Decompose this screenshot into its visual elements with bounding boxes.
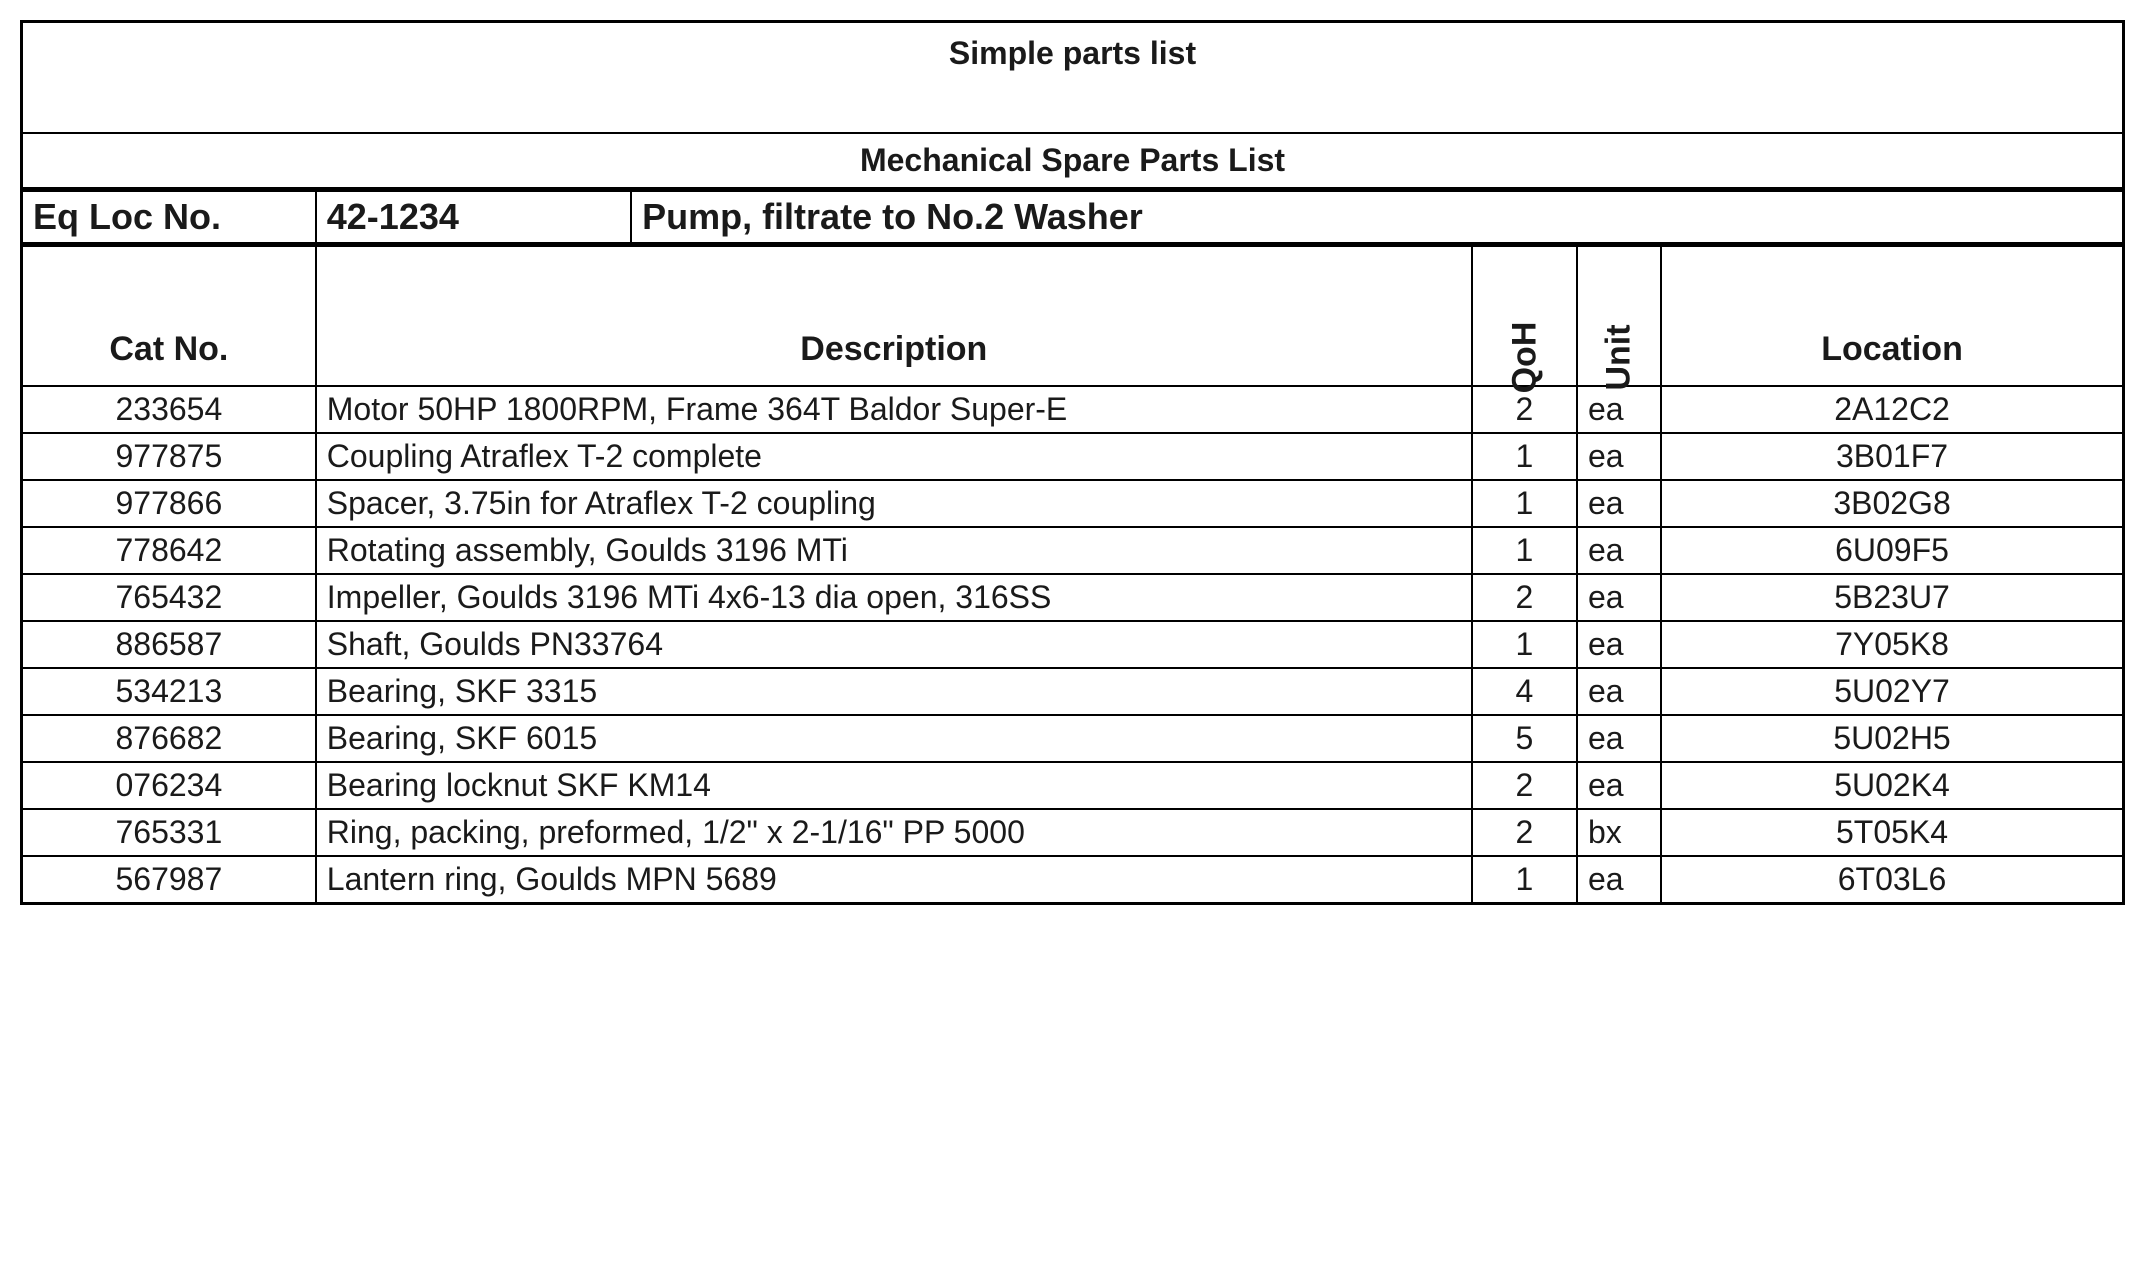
cell-location: 7Y05K8 [1661, 621, 2123, 668]
cell-unit: ea [1577, 386, 1661, 433]
header-description: Description [316, 246, 1472, 386]
table-row: 977875Coupling Atraflex T-2 complete1ea3… [22, 433, 2124, 480]
cell-description: Motor 50HP 1800RPM, Frame 364T Baldor Su… [316, 386, 1472, 433]
table-row: 534213Bearing, SKF 33154ea5U02Y7 [22, 668, 2124, 715]
cell-location: 3B02G8 [1661, 480, 2123, 527]
main-title: Simple parts list [22, 22, 2124, 134]
parts-list-table: Simple parts list Mechanical Spare Parts… [20, 20, 2125, 190]
table-row: 765432Impeller, Goulds 3196 MTi 4x6-13 d… [22, 574, 2124, 621]
data-table: Cat No. Description QoH Unit Location 23… [20, 245, 2125, 905]
cell-catno: 765331 [22, 809, 316, 856]
cell-catno: 534213 [22, 668, 316, 715]
cell-description: Lantern ring, Goulds MPN 5689 [316, 856, 1472, 904]
cell-unit: ea [1577, 433, 1661, 480]
cell-qoh: 1 [1472, 621, 1577, 668]
cell-qoh: 5 [1472, 715, 1577, 762]
cell-qoh: 1 [1472, 856, 1577, 904]
cell-description: Ring, packing, preformed, 1/2" x 2-1/16"… [316, 809, 1472, 856]
cell-qoh: 1 [1472, 480, 1577, 527]
table-row: 567987Lantern ring, Goulds MPN 56891ea6T… [22, 856, 2124, 904]
header-catno: Cat No. [22, 246, 316, 386]
cell-location: 5B23U7 [1661, 574, 2123, 621]
cell-catno: 876682 [22, 715, 316, 762]
cell-location: 3B01F7 [1661, 433, 2123, 480]
eq-loc-description: Pump, filtrate to No.2 Washer [631, 191, 2123, 244]
cell-qoh: 2 [1472, 762, 1577, 809]
cell-catno: 233654 [22, 386, 316, 433]
cell-description: Shaft, Goulds PN33764 [316, 621, 1472, 668]
cell-unit: bx [1577, 809, 1661, 856]
eq-loc-label: Eq Loc No. [22, 191, 316, 244]
table-row: 765331Ring, packing, preformed, 1/2" x 2… [22, 809, 2124, 856]
table-row: 778642Rotating assembly, Goulds 3196 MTi… [22, 527, 2124, 574]
cell-unit: ea [1577, 527, 1661, 574]
cell-description: Rotating assembly, Goulds 3196 MTi [316, 527, 1472, 574]
table-row: 876682Bearing, SKF 60155ea5U02H5 [22, 715, 2124, 762]
table-row: 233654Motor 50HP 1800RPM, Frame 364T Bal… [22, 386, 2124, 433]
cell-catno: 886587 [22, 621, 316, 668]
column-header-row: Cat No. Description QoH Unit Location [22, 246, 2124, 386]
cell-location: 5U02H5 [1661, 715, 2123, 762]
header-qoh-label: QoH [1505, 322, 1544, 394]
eq-loc-table: Eq Loc No. 42-1234 Pump, filtrate to No.… [20, 190, 2125, 245]
cell-description: Impeller, Goulds 3196 MTi 4x6-13 dia ope… [316, 574, 1472, 621]
cell-location: 6U09F5 [1661, 527, 2123, 574]
cell-location: 2A12C2 [1661, 386, 2123, 433]
cell-location: 5T05K4 [1661, 809, 2123, 856]
subtitle: Mechanical Spare Parts List [22, 133, 2124, 189]
table-row: 886587Shaft, Goulds PN337641ea7Y05K8 [22, 621, 2124, 668]
cell-qoh: 4 [1472, 668, 1577, 715]
eq-loc-number: 42-1234 [316, 191, 631, 244]
cell-catno: 977875 [22, 433, 316, 480]
header-unit: Unit [1577, 246, 1661, 386]
cell-unit: ea [1577, 762, 1661, 809]
cell-qoh: 2 [1472, 574, 1577, 621]
cell-location: 6T03L6 [1661, 856, 2123, 904]
cell-location: 5U02Y7 [1661, 668, 2123, 715]
cell-catno: 765432 [22, 574, 316, 621]
cell-catno: 778642 [22, 527, 316, 574]
title-row: Simple parts list [22, 22, 2124, 134]
cell-unit: ea [1577, 715, 1661, 762]
subtitle-row: Mechanical Spare Parts List [22, 133, 2124, 189]
cell-description: Bearing, SKF 6015 [316, 715, 1472, 762]
cell-catno: 977866 [22, 480, 316, 527]
header-qoh: QoH [1472, 246, 1577, 386]
cell-description: Bearing locknut SKF KM14 [316, 762, 1472, 809]
cell-unit: ea [1577, 621, 1661, 668]
cell-catno: 076234 [22, 762, 316, 809]
cell-location: 5U02K4 [1661, 762, 2123, 809]
cell-description: Coupling Atraflex T-2 complete [316, 433, 1472, 480]
cell-description: Bearing, SKF 3315 [316, 668, 1472, 715]
cell-catno: 567987 [22, 856, 316, 904]
table-row: 076234Bearing locknut SKF KM142ea5U02K4 [22, 762, 2124, 809]
cell-qoh: 1 [1472, 527, 1577, 574]
cell-qoh: 2 [1472, 809, 1577, 856]
header-location: Location [1661, 246, 2123, 386]
cell-description: Spacer, 3.75in for Atraflex T-2 coupling [316, 480, 1472, 527]
cell-unit: ea [1577, 480, 1661, 527]
header-unit-label: Unit [1600, 324, 1639, 390]
eq-loc-row: Eq Loc No. 42-1234 Pump, filtrate to No.… [22, 191, 2124, 244]
cell-qoh: 1 [1472, 433, 1577, 480]
cell-unit: ea [1577, 668, 1661, 715]
table-row: 977866Spacer, 3.75in for Atraflex T-2 co… [22, 480, 2124, 527]
cell-unit: ea [1577, 574, 1661, 621]
cell-unit: ea [1577, 856, 1661, 904]
